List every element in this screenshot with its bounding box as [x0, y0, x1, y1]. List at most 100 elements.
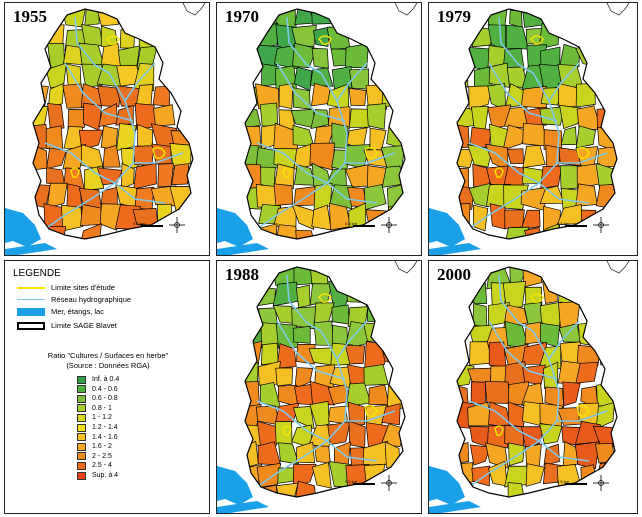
- sub-basin: [381, 63, 404, 88]
- sub-basin: [344, 344, 366, 365]
- sub-basin: [277, 384, 298, 407]
- ratio-source: (Source : Données RGA): [66, 361, 150, 370]
- sub-basin: [47, 82, 65, 108]
- ratio-class-row: 1.2 - 1.4: [77, 423, 118, 432]
- sub-basin: [508, 442, 525, 467]
- sea-area: [5, 208, 57, 255]
- study-site: [318, 35, 332, 45]
- legend-item-sage-limit: Limite SAGE Blavet: [17, 321, 117, 330]
- color-swatch: [77, 385, 86, 394]
- sub-basin: [260, 342, 279, 366]
- scale-bar: 0 5 km: [345, 479, 358, 484]
- sub-basin: [278, 442, 300, 465]
- sub-basin: [559, 43, 580, 68]
- scale-bar-line: [141, 225, 163, 227]
- ratio-class-label: 1.2 - 1.4: [92, 424, 118, 431]
- sub-basin: [171, 163, 190, 186]
- sub-basin: [133, 9, 155, 31]
- legend-item-label: Réseau hydrographique: [51, 295, 132, 304]
- sub-basin: [468, 182, 491, 208]
- river: [557, 410, 608, 422]
- map-panel-1970: 1970 0 5 km: [216, 2, 422, 256]
- sub-basin: [539, 106, 566, 126]
- sub-basin: [369, 127, 387, 151]
- sub-basin: [46, 147, 67, 170]
- sea-area: [217, 208, 269, 255]
- sub-basin: [115, 104, 134, 126]
- map-panel-1988: 1988 0 5 km: [216, 260, 422, 514]
- color-swatch: [77, 442, 86, 451]
- river: [345, 410, 396, 422]
- river: [548, 320, 580, 360]
- study-site: [364, 404, 378, 418]
- sub-basin: [559, 104, 583, 130]
- sub-basin: [593, 485, 617, 497]
- sub-basin: [294, 367, 314, 390]
- color-swatch: [77, 404, 86, 413]
- sub-basin: [97, 85, 122, 108]
- study-site: [282, 425, 292, 437]
- sub-basin: [67, 108, 87, 132]
- river: [468, 274, 560, 488]
- sub-basin: [344, 43, 369, 69]
- sub-basin: [256, 462, 282, 488]
- sub-basin: [309, 400, 330, 429]
- map-svg: [217, 3, 418, 255]
- color-swatch: [77, 394, 86, 403]
- study-site: [576, 146, 590, 160]
- river: [488, 320, 558, 380]
- sub-basin: [46, 182, 68, 209]
- sub-basin: [291, 42, 318, 69]
- sub-basin: [295, 284, 311, 308]
- sub-basin: [291, 24, 317, 48]
- sea-area: [429, 466, 481, 513]
- map-svg: [429, 3, 630, 255]
- ratio-class-label: 2.5 - 4: [92, 462, 112, 470]
- sub-basin: [487, 460, 508, 487]
- sub-basin: [575, 125, 596, 149]
- sub-basin: [311, 47, 329, 69]
- sub-basin: [170, 25, 189, 46]
- sub-basin: [260, 166, 276, 189]
- sub-basin: [255, 22, 279, 49]
- sub-basin: [348, 108, 371, 128]
- sub-basin: [469, 444, 491, 466]
- sub-basin: [471, 106, 489, 131]
- compass-rose-icon: [169, 217, 185, 233]
- scale-bar-line: [353, 483, 375, 485]
- study-site: [152, 146, 166, 160]
- river: [538, 440, 590, 462]
- scale-bar: 0 5 km: [345, 221, 358, 226]
- sub-basin: [291, 203, 315, 230]
- map-year: 1988: [225, 265, 259, 284]
- sub-basin: [543, 443, 560, 466]
- sub-basin: [383, 485, 405, 497]
- river: [64, 62, 134, 122]
- sub-basin: [368, 384, 390, 406]
- sage-limit: [456, 8, 618, 240]
- legend-item-label: Limite SAGE Blavet: [51, 321, 117, 330]
- study-site: [318, 293, 332, 303]
- map-year: 1979: [437, 7, 471, 26]
- legend-item-label: Limite sites d'étude: [51, 283, 115, 292]
- sub-basin: [347, 401, 366, 427]
- sub-basin: [61, 9, 87, 28]
- legend-item-water: Mer, étangs, lac: [17, 307, 104, 316]
- river: [336, 62, 368, 102]
- sub-basin: [363, 463, 386, 486]
- sub-basin: [245, 340, 263, 368]
- sub-basin: [525, 463, 545, 487]
- map-svg: [5, 3, 206, 255]
- sub-basin: [381, 165, 405, 188]
- river: [276, 320, 346, 380]
- sub-basin: [470, 381, 486, 405]
- sage-limit: [244, 266, 406, 498]
- ratio-class-label: Inf. à 0.4: [92, 376, 120, 383]
- sub-basin: [138, 22, 160, 50]
- sub-basin: [597, 9, 617, 30]
- coastline: [606, 3, 630, 16]
- color-swatch: [77, 452, 86, 461]
- fill-symbol-icon: [17, 307, 45, 316]
- sub-basin: [363, 322, 389, 342]
- map-year: 2000: [437, 265, 471, 284]
